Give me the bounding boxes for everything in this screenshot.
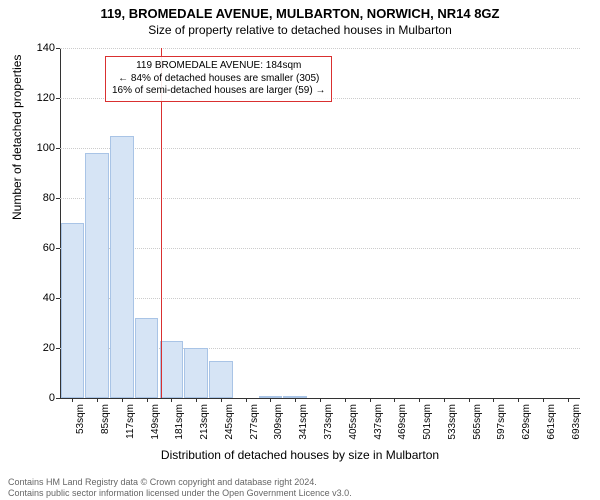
x-tick xyxy=(394,398,395,402)
x-tick xyxy=(568,398,569,402)
grid-line xyxy=(60,48,580,49)
histogram-bar xyxy=(85,153,109,398)
x-tick-label: 533sqm xyxy=(447,404,458,440)
x-tick-label: 661sqm xyxy=(546,404,557,440)
x-tick-label: 181sqm xyxy=(174,404,185,440)
y-tick xyxy=(56,148,60,149)
annotation-line: 119 BROMEDALE AVENUE: 184sqm xyxy=(112,60,325,73)
x-tick-label: 85sqm xyxy=(100,404,111,434)
x-tick xyxy=(444,398,445,402)
grid-line xyxy=(60,248,580,249)
grid-line xyxy=(60,198,580,199)
y-tick xyxy=(56,198,60,199)
x-tick xyxy=(171,398,172,402)
x-tick-label: 245sqm xyxy=(224,404,235,440)
x-tick xyxy=(543,398,544,402)
x-tick xyxy=(345,398,346,402)
footer-line-2: Contains public sector information licen… xyxy=(8,488,352,498)
x-tick xyxy=(147,398,148,402)
x-tick-label: 469sqm xyxy=(397,404,408,440)
x-tick-label: 565sqm xyxy=(472,404,483,440)
footer-attribution: Contains HM Land Registry data © Crown c… xyxy=(8,477,352,498)
x-tick xyxy=(518,398,519,402)
x-tick-label: 213sqm xyxy=(199,404,210,440)
annotation-box: 119 BROMEDALE AVENUE: 184sqm← 84% of det… xyxy=(105,56,332,102)
x-tick xyxy=(97,398,98,402)
annotation-line: 16% of semi-detached houses are larger (… xyxy=(112,85,325,98)
grid-line xyxy=(60,148,580,149)
y-tick xyxy=(56,398,60,399)
y-tick-label: 60 xyxy=(25,242,55,254)
x-tick xyxy=(320,398,321,402)
histogram-bar xyxy=(135,318,159,398)
y-tick-label: 0 xyxy=(25,392,55,404)
footer-line-1: Contains HM Land Registry data © Crown c… xyxy=(8,477,352,487)
x-tick xyxy=(72,398,73,402)
histogram-bar xyxy=(110,136,134,399)
x-tick xyxy=(295,398,296,402)
plot-area: 02040608010012014053sqm85sqm117sqm149sqm… xyxy=(60,48,580,398)
x-tick xyxy=(221,398,222,402)
y-tick xyxy=(56,48,60,49)
x-tick-label: 309sqm xyxy=(273,404,284,440)
x-tick xyxy=(493,398,494,402)
x-tick-label: 437sqm xyxy=(373,404,384,440)
y-tick-label: 20 xyxy=(25,342,55,354)
x-tick-label: 341sqm xyxy=(298,404,309,440)
y-tick-label: 140 xyxy=(25,42,55,54)
x-tick-label: 693sqm xyxy=(571,404,582,440)
y-tick xyxy=(56,98,60,99)
grid-line xyxy=(60,298,580,299)
x-tick xyxy=(246,398,247,402)
x-tick-label: 629sqm xyxy=(521,404,532,440)
x-tick xyxy=(122,398,123,402)
y-tick-label: 40 xyxy=(25,292,55,304)
x-tick-label: 277sqm xyxy=(249,404,260,440)
x-tick-label: 405sqm xyxy=(348,404,359,440)
y-tick-label: 120 xyxy=(25,92,55,104)
x-tick-label: 117sqm xyxy=(125,404,136,439)
x-tick-label: 149sqm xyxy=(150,404,161,440)
histogram-bar xyxy=(184,348,208,398)
x-tick xyxy=(469,398,470,402)
x-tick xyxy=(270,398,271,402)
histogram-bar xyxy=(61,223,85,398)
x-axis-label: Distribution of detached houses by size … xyxy=(0,448,600,462)
x-tick-label: 501sqm xyxy=(422,404,433,440)
y-tick-label: 80 xyxy=(25,192,55,204)
histogram-bar xyxy=(160,341,184,399)
x-tick xyxy=(419,398,420,402)
annotation-line: ← 84% of detached houses are smaller (30… xyxy=(112,73,325,86)
y-tick xyxy=(56,298,60,299)
x-tick-label: 373sqm xyxy=(323,404,334,440)
y-tick xyxy=(56,248,60,249)
x-tick xyxy=(370,398,371,402)
x-tick-label: 597sqm xyxy=(496,404,507,440)
x-tick-label: 53sqm xyxy=(75,404,86,434)
chart-container: 119, BROMEDALE AVENUE, MULBARTON, NORWIC… xyxy=(0,0,600,500)
x-tick xyxy=(196,398,197,402)
y-tick-label: 100 xyxy=(25,142,55,154)
histogram-bar xyxy=(209,361,233,399)
chart-subtitle: Size of property relative to detached ho… xyxy=(0,23,600,37)
chart-title-address: 119, BROMEDALE AVENUE, MULBARTON, NORWIC… xyxy=(0,0,600,21)
y-tick xyxy=(56,348,60,349)
y-axis-label: Number of detached properties xyxy=(10,55,24,220)
